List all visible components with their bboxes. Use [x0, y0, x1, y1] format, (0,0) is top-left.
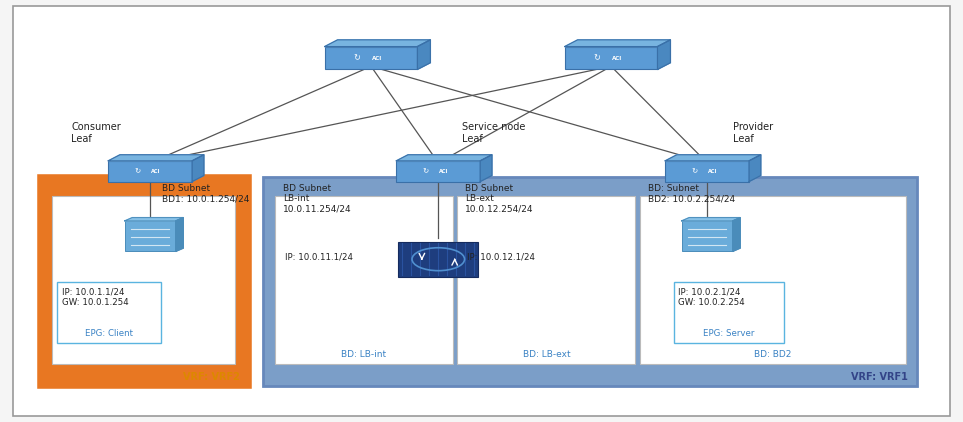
Text: IP: 10.0.2.1/24
GW: 10.0.2.254: IP: 10.0.2.1/24 GW: 10.0.2.254 [678, 287, 745, 307]
FancyBboxPatch shape [397, 161, 481, 181]
Text: Provider
Leaf: Provider Leaf [733, 122, 773, 144]
Text: IP: 10.0.12.1/24: IP: 10.0.12.1/24 [467, 253, 535, 262]
Polygon shape [397, 155, 492, 161]
FancyBboxPatch shape [52, 196, 235, 364]
FancyBboxPatch shape [39, 178, 249, 386]
Text: BD: BD2: BD: BD2 [754, 350, 792, 359]
Text: ACI: ACI [372, 57, 382, 61]
FancyBboxPatch shape [57, 282, 161, 343]
Text: BD: Subnet
BD2: 10.0.2.254/24: BD: Subnet BD2: 10.0.2.254/24 [648, 184, 735, 203]
FancyBboxPatch shape [398, 242, 479, 277]
Text: ACI: ACI [612, 57, 622, 61]
Text: ↻: ↻ [593, 54, 600, 62]
Text: ACI: ACI [708, 170, 717, 174]
Polygon shape [665, 155, 761, 161]
Polygon shape [325, 40, 430, 46]
Text: VRF: VRF1: VRF: VRF1 [851, 372, 908, 382]
FancyBboxPatch shape [263, 178, 918, 386]
Text: ↻: ↻ [135, 168, 141, 174]
Polygon shape [417, 40, 430, 70]
Polygon shape [481, 155, 492, 181]
Polygon shape [749, 155, 761, 181]
Polygon shape [124, 218, 183, 221]
Text: IP: 10.0.1.1/24
GW: 10.0.1.254: IP: 10.0.1.1/24 GW: 10.0.1.254 [62, 287, 129, 307]
FancyBboxPatch shape [673, 282, 784, 343]
Text: BD Subnet
LB-int
10.0.11.254/24: BD Subnet LB-int 10.0.11.254/24 [283, 184, 351, 214]
Text: ↻: ↻ [423, 168, 429, 174]
FancyBboxPatch shape [665, 161, 749, 181]
Text: ↻: ↻ [691, 168, 697, 174]
FancyBboxPatch shape [325, 46, 417, 70]
Polygon shape [564, 40, 670, 46]
Text: BD Subnet
BD1: 10.0.1.254/24: BD Subnet BD1: 10.0.1.254/24 [162, 184, 249, 203]
Polygon shape [193, 155, 204, 181]
Polygon shape [733, 218, 741, 252]
FancyBboxPatch shape [564, 46, 658, 70]
Text: EPG: Server: EPG: Server [703, 329, 754, 338]
Text: BD Subnet
LB-ext
10.0.12.254/24: BD Subnet LB-ext 10.0.12.254/24 [465, 184, 534, 214]
Text: EPG: Client: EPG: Client [85, 329, 133, 338]
Text: ↻: ↻ [353, 54, 360, 62]
Text: ACI: ACI [151, 170, 161, 174]
FancyBboxPatch shape [108, 161, 193, 181]
FancyBboxPatch shape [457, 196, 636, 364]
Text: Service node
Leaf: Service node Leaf [462, 122, 526, 144]
Text: BD: LB-int: BD: LB-int [341, 350, 386, 359]
Text: VRF: VRF2: VRF: VRF2 [183, 372, 240, 382]
Text: ACI: ACI [439, 170, 449, 174]
FancyBboxPatch shape [124, 221, 176, 252]
Polygon shape [176, 218, 183, 252]
Polygon shape [658, 40, 670, 70]
FancyBboxPatch shape [275, 196, 453, 364]
FancyBboxPatch shape [13, 6, 950, 416]
FancyBboxPatch shape [682, 221, 733, 252]
Text: IP: 10.0.11.1/24: IP: 10.0.11.1/24 [285, 253, 352, 262]
FancyBboxPatch shape [640, 196, 906, 364]
Polygon shape [108, 155, 204, 161]
Text: BD: LB-ext: BD: LB-ext [523, 350, 570, 359]
Polygon shape [682, 218, 741, 221]
Text: Consumer
Leaf: Consumer Leaf [71, 122, 121, 144]
